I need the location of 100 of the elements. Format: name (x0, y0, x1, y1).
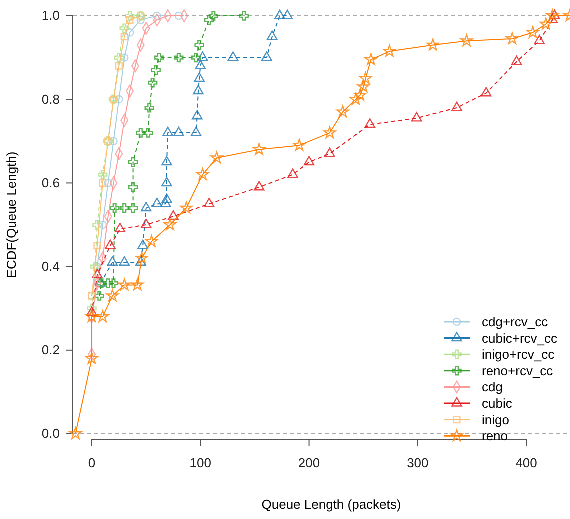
point (511, 56, 522, 66)
point (195, 60, 206, 70)
x-tick-label: 100 (190, 456, 212, 471)
point (96, 310, 110, 322)
legend-label: inigo (482, 412, 510, 428)
point (138, 240, 148, 250)
legend-label: cdg+rcv_cc (482, 314, 549, 330)
point (162, 126, 174, 136)
x-tick-label: 300 (407, 456, 429, 471)
point (293, 139, 306, 152)
point (162, 156, 172, 166)
point (126, 28, 134, 37)
point (103, 278, 114, 288)
point (162, 177, 172, 187)
y-tick-label: 0.4 (42, 258, 60, 274)
point (162, 194, 172, 204)
point (126, 16, 134, 24)
point (98, 170, 108, 180)
y-tick-label: 0.0 (42, 426, 60, 442)
point (90, 262, 100, 272)
point (254, 181, 265, 191)
point (105, 240, 116, 250)
point (282, 10, 293, 20)
legend-label: cdg (482, 380, 503, 395)
point (336, 106, 350, 118)
point (208, 11, 219, 21)
point (104, 179, 112, 188)
point (540, 18, 552, 30)
point (274, 10, 286, 20)
point (460, 34, 474, 47)
point (136, 252, 148, 264)
point (506, 32, 519, 44)
point (357, 80, 370, 92)
point (324, 148, 336, 158)
point (118, 278, 131, 291)
point (128, 203, 138, 214)
point (152, 198, 163, 208)
y-tick-label: 1.0 (42, 8, 60, 24)
y-axis-title: ECDF(Queue Length) (4, 152, 19, 278)
point (98, 220, 108, 230)
point (324, 126, 336, 138)
point (128, 182, 138, 192)
point (110, 137, 118, 146)
point (140, 218, 152, 228)
point (86, 352, 98, 364)
point (119, 256, 130, 266)
point (168, 210, 179, 220)
point (140, 202, 152, 212)
point (239, 11, 249, 21)
point (197, 52, 208, 62)
point (114, 52, 124, 63)
point (94, 291, 104, 301)
point (262, 52, 272, 62)
point (131, 278, 144, 291)
point (194, 72, 205, 82)
point (266, 30, 278, 40)
point (364, 53, 378, 66)
point (144, 103, 154, 113)
point (92, 220, 102, 230)
point (106, 289, 119, 302)
point (526, 26, 540, 38)
point (174, 52, 184, 63)
point (174, 126, 184, 136)
point (110, 203, 120, 214)
point (288, 168, 298, 178)
point (114, 223, 126, 233)
x-tick-label: 0 (88, 456, 96, 471)
point (196, 168, 210, 180)
point (136, 16, 146, 24)
point (204, 15, 214, 26)
point (534, 34, 545, 44)
point (128, 157, 138, 168)
point (204, 198, 215, 208)
point (174, 12, 184, 20)
point (120, 54, 129, 62)
point (120, 203, 130, 214)
point (148, 78, 158, 88)
point (304, 156, 315, 166)
point (94, 242, 102, 250)
point (193, 85, 204, 95)
y-tick-label: 0.8 (42, 92, 60, 107)
point (180, 202, 193, 214)
point (120, 24, 130, 34)
point (192, 110, 203, 120)
point (125, 11, 135, 21)
point (144, 128, 154, 138)
point (120, 33, 128, 41)
point (354, 88, 367, 101)
point (191, 52, 202, 63)
x-tick-label: 400 (516, 456, 538, 471)
point (151, 65, 161, 76)
legend-label: reno+rcv_cc (482, 363, 554, 378)
legend-label: inigo+rcv_cc (482, 347, 556, 362)
point (253, 143, 266, 156)
point (115, 62, 123, 70)
x-tick-label: 200 (298, 456, 320, 471)
point (87, 304, 97, 314)
point (136, 128, 146, 138)
point (480, 87, 492, 97)
y-tick-label: 0.2 (42, 342, 60, 358)
